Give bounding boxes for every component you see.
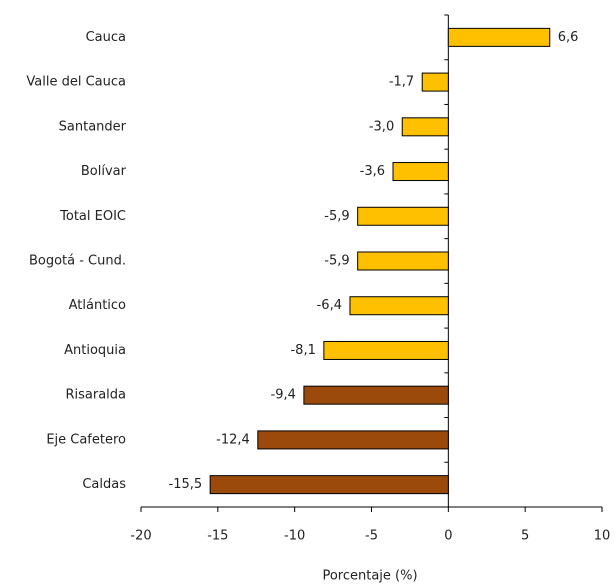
bar [357, 206, 449, 226]
x-tick-label: -15 [207, 529, 228, 544]
y-tick-label: Santander [59, 119, 127, 134]
value-label: -15,5 [169, 477, 203, 492]
bar [421, 72, 449, 92]
bar [303, 385, 449, 405]
bar [257, 430, 449, 450]
value-label: 6,6 [558, 30, 579, 45]
y-tick-label: Bogotá - Cund. [29, 254, 126, 269]
y-tick-label: Valle del Cauca [26, 75, 126, 90]
y-tick-label: Eje Cafetero [46, 432, 126, 447]
y-tick-label: Antioquia [64, 343, 126, 358]
bar [392, 162, 449, 182]
value-label: -9,4 [271, 388, 296, 403]
y-tick-label: Cauca [86, 30, 126, 45]
bar [357, 251, 449, 271]
value-label: -6,4 [317, 298, 342, 313]
bar [349, 296, 449, 316]
bar [323, 340, 449, 360]
value-label: -5,9 [324, 209, 349, 224]
x-tick-label: -10 [284, 529, 305, 544]
y-tick-label: Bolívar [81, 164, 127, 179]
bar [401, 117, 449, 137]
bar [209, 475, 449, 495]
value-label: -5,9 [324, 254, 349, 269]
x-tick-label: -5 [365, 529, 378, 544]
x-axis-label: Porcentaje (%) [322, 569, 417, 584]
value-label: -1,7 [389, 75, 414, 90]
y-tick-label: Atlántico [69, 298, 126, 313]
value-label: -12,4 [216, 432, 250, 447]
x-tick-label: -20 [130, 529, 151, 544]
bar [447, 27, 551, 47]
y-tick-label: Risaralda [65, 388, 126, 403]
x-tick-label: 5 [521, 529, 529, 544]
value-label: -8,1 [290, 343, 315, 358]
x-tick-label: 10 [594, 529, 611, 544]
value-label: -3,0 [369, 119, 394, 134]
y-tick-label: Caldas [82, 477, 126, 492]
x-tick-label: 0 [444, 529, 452, 544]
value-label: -3,6 [360, 164, 385, 179]
y-tick-label: Total EOIC [59, 209, 126, 224]
